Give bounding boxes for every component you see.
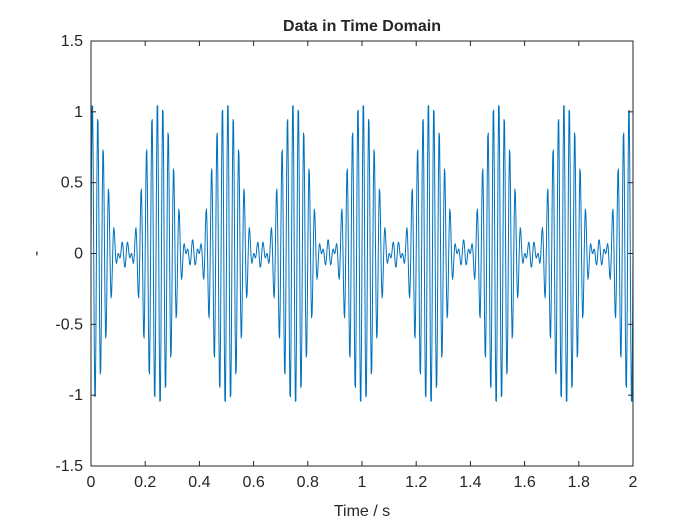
x-tick-label: 1.4 (459, 474, 481, 491)
y-tick-label: -1 (69, 387, 83, 404)
y-axis-label: - (28, 251, 45, 256)
y-tick-label: 1 (74, 104, 83, 121)
chart-title: Data in Time Domain (283, 18, 441, 35)
series-line-0 (90, 105, 634, 402)
y-tick-label: 0 (74, 246, 83, 263)
x-tick-label: 0 (87, 474, 96, 491)
x-tick-label: 1.6 (513, 474, 535, 491)
y-tick-label: -1.5 (55, 458, 83, 475)
x-tick-label: 1 (358, 474, 367, 491)
x-tick-label: 0.4 (188, 474, 210, 491)
series-layer (90, 105, 634, 402)
ticks-layer: 0 0.2 0.4 0.6 0.8 1 1.2 1.4 1.6 1.8 2 -1.5 -1 -0.5 0 0.… (55, 33, 637, 491)
x-axis-label: Time / s (334, 503, 390, 520)
x-tick-label: 0.6 (242, 474, 264, 491)
y-tick-label: 1.5 (61, 33, 83, 50)
x-tick-label: 1.2 (405, 474, 427, 491)
y-tick-label: -0.5 (55, 316, 83, 333)
y-tick-label: 0.5 (61, 175, 83, 192)
x-tick-label: 2 (629, 474, 638, 491)
x-tick-label: 1.8 (568, 474, 590, 491)
x-tick-label: 0.8 (297, 474, 319, 491)
x-tick-label: 0.2 (134, 474, 156, 491)
